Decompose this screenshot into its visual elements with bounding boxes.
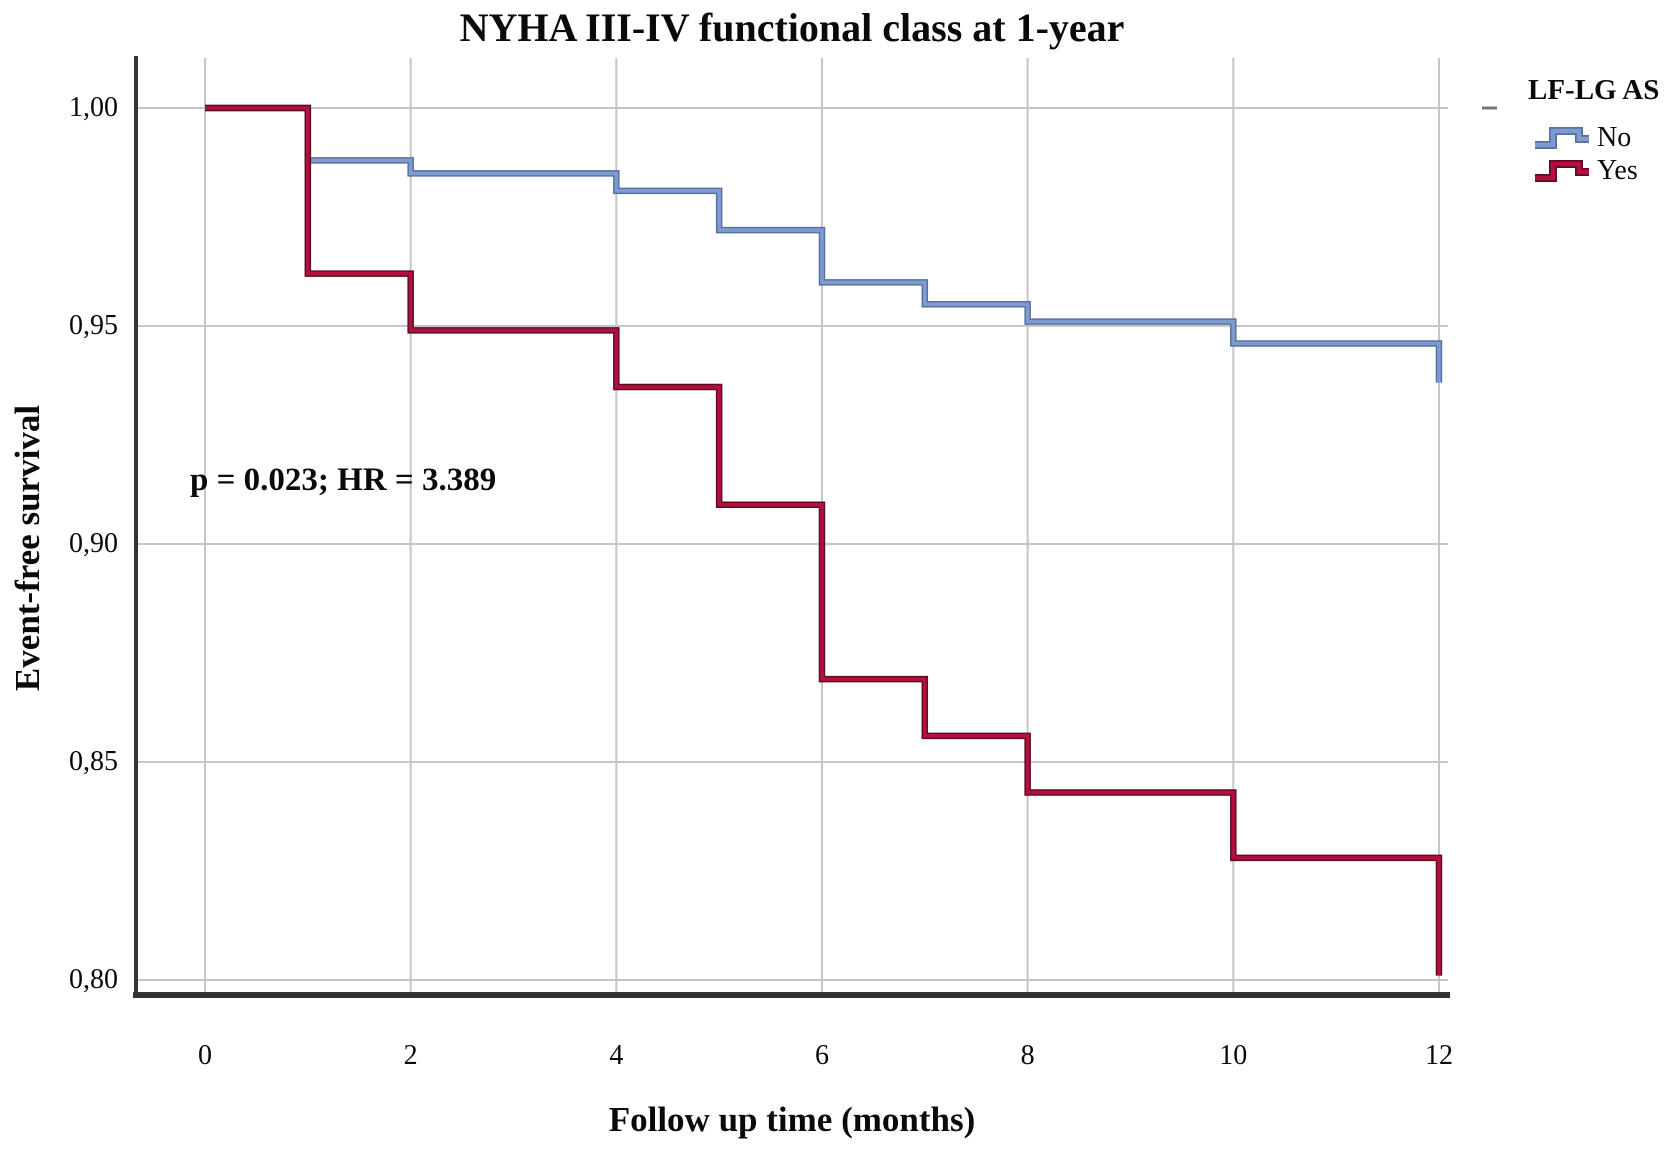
survival-curves [205, 104, 1443, 976]
legend-swatch-yes-step-line-icon [1535, 159, 1589, 182]
x-tick-label: 12 [1424, 1040, 1453, 1071]
chart-title: NYHA III-IV functional class at 1-year [459, 5, 1125, 50]
x-axis-title: Follow up time (months) [608, 1100, 976, 1139]
series-yes-line [205, 106, 1441, 976]
x-tick-label: 2 [403, 1040, 418, 1071]
series-no-line [205, 106, 1441, 383]
legend-title: LF-LG AS [1528, 74, 1660, 106]
legend-items: No Yes [1528, 121, 1667, 187]
x-tick-label: 6 [814, 1040, 829, 1071]
y-tick-label: 1,00 [69, 92, 118, 123]
axes [133, 56, 1497, 998]
legend: LF-LG AS No Yes [1528, 74, 1667, 187]
legend-item-yes: Yes [1528, 154, 1667, 187]
y-tick-label: 0,95 [69, 310, 118, 341]
legend-label: No [1597, 121, 1632, 153]
legend-item-no: No [1528, 121, 1667, 154]
x-tick-label: 0 [198, 1040, 212, 1071]
legend-swatch-no-step-line-icon [1535, 126, 1589, 149]
stats-annotation: p = 0.023; HR = 3.389 [190, 462, 497, 498]
legend-label: Yes [1597, 154, 1638, 186]
gridlines [136, 58, 1448, 995]
y-tick-label: 0,90 [69, 528, 118, 559]
y-tick-label: 0,85 [69, 746, 118, 777]
x-tick-label: 8 [1020, 1040, 1035, 1071]
x-tick-label: 4 [609, 1040, 624, 1071]
y-tick-label: 0,80 [69, 964, 118, 995]
x-tick-label: 10 [1219, 1040, 1248, 1071]
